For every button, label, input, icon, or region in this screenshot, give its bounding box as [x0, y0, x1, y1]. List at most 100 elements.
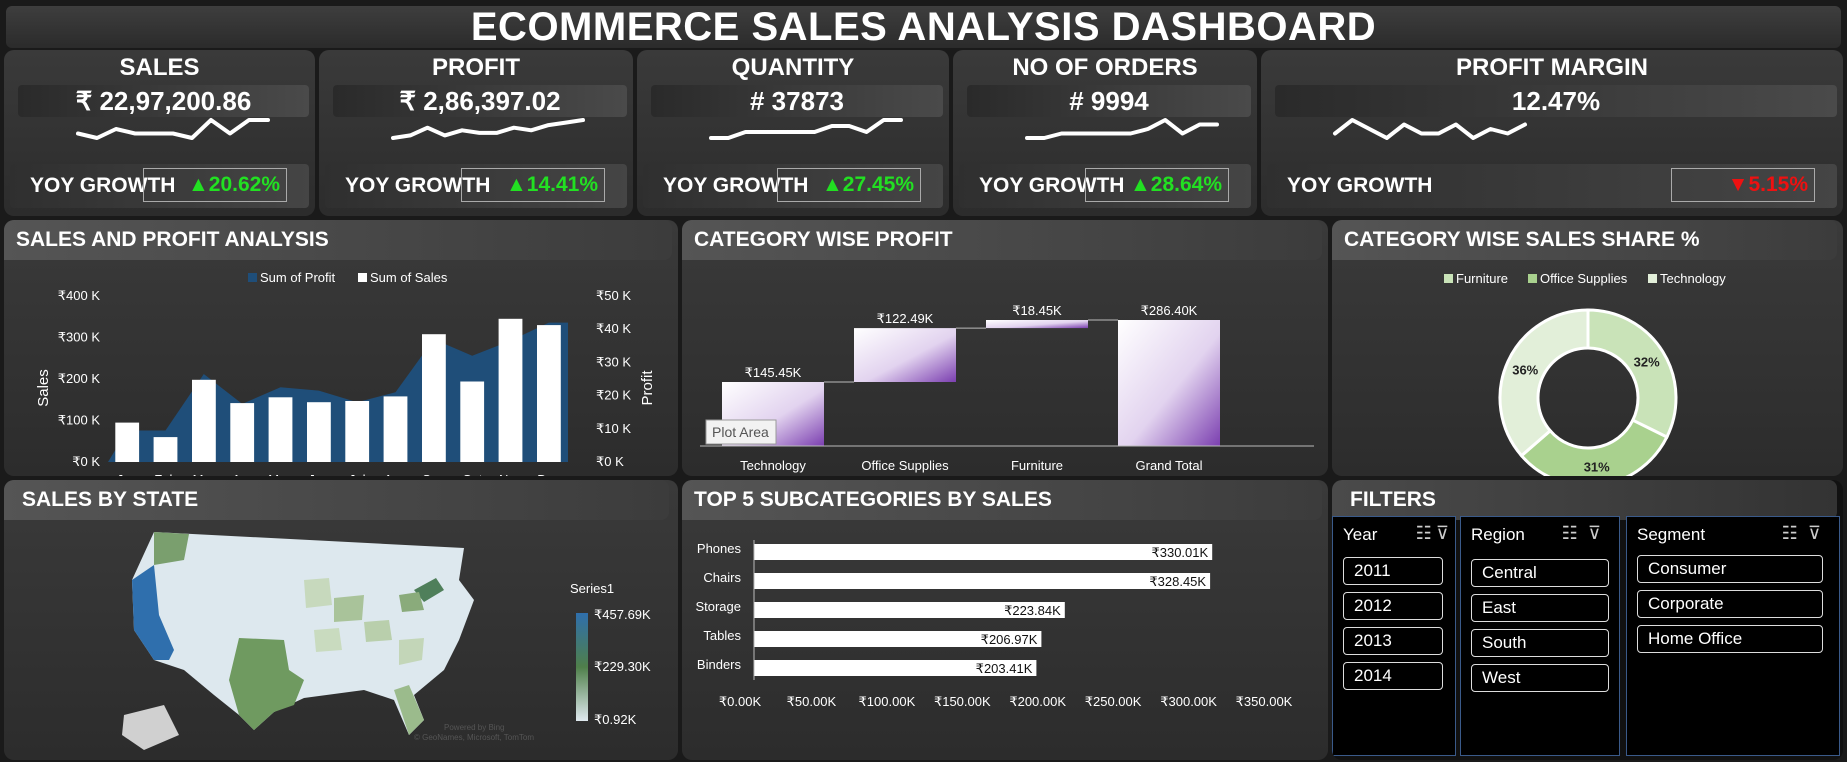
- data-label: ₹206.97K: [981, 632, 1038, 647]
- donut-slice: [1586, 308, 1678, 440]
- waterfall-bar: [854, 328, 956, 382]
- plot-area-tooltip: [705, 419, 777, 445]
- clear-filter-icon[interactable]: ⊽: [1435, 523, 1453, 543]
- x-tick-label: ₹250.00K: [1085, 694, 1142, 709]
- y-tick-label: Binders: [697, 657, 742, 672]
- legend-swatch: [1648, 274, 1657, 283]
- segment-slicer: Segment ☷⊽ Consumer Corporate Home Office: [1626, 516, 1840, 756]
- subcategories-heading: TOP 5 SUBCATEGORIES BY SALES: [682, 480, 1322, 520]
- sales-bar: [383, 396, 408, 462]
- segment-filter-item[interactable]: Corporate: [1637, 590, 1823, 618]
- subcategory-bar: [754, 573, 1211, 589]
- map-legend-title: Series1: [570, 581, 614, 596]
- category-profit-heading: CATEGORY WISE PROFIT: [682, 220, 1322, 260]
- us-map-shape: [122, 532, 474, 750]
- kpi-sparkline: [1025, 118, 1219, 140]
- sparkline-path: [1025, 118, 1219, 140]
- x-tick-label: Grand Total: [1136, 458, 1203, 473]
- y-tick-label: Phones: [697, 541, 742, 556]
- year-filter-item[interactable]: 2011: [1343, 557, 1443, 585]
- legend-label-profit: Sum of Profit: [260, 270, 336, 285]
- x-tick-label: ₹200.00K: [1009, 694, 1066, 709]
- multi-select-icon[interactable]: ☷: [1561, 523, 1588, 543]
- yoy-label: YOY GROWTH: [345, 174, 491, 197]
- x-tick-label: ₹0.00K: [719, 694, 762, 709]
- data-label: ₹330.01K: [1151, 545, 1208, 560]
- kpi-label: QUANTITY: [731, 54, 855, 81]
- data-label: ₹18.45K: [1012, 303, 1062, 318]
- sparkline-path: [709, 118, 903, 140]
- multi-select-icon[interactable]: ☷: [1781, 523, 1808, 543]
- region-filter-item[interactable]: West: [1471, 664, 1609, 692]
- sparkline-path: [1333, 118, 1527, 140]
- year-slicer: Year ☷⊽ 2011 2012 2013 2014: [1332, 516, 1456, 756]
- slice-label: 32%: [1634, 355, 1660, 370]
- sales-bar: [115, 422, 140, 462]
- segment-filter-item[interactable]: Consumer: [1637, 555, 1823, 583]
- category-profit-chart: ₹145.45K Technology ₹122.49K Office Supplie…: [700, 303, 1314, 473]
- y-tick-label: Storage: [695, 599, 741, 614]
- yoy-label: YOY GROWTH: [1287, 174, 1433, 197]
- kpi-sparkline: [709, 118, 903, 140]
- donut-slice: [1519, 418, 1669, 476]
- multi-select-icon[interactable]: ☷: [1415, 523, 1436, 543]
- sales-bar: [153, 437, 178, 462]
- y-tick-label: ₹0 K: [72, 454, 100, 469]
- kpi-value: ₹ 22,97,200.86: [18, 85, 309, 117]
- clear-filter-icon[interactable]: ⊽: [1587, 523, 1611, 543]
- region-slicer-title: Region: [1471, 525, 1525, 544]
- x-tick-label: Technology: [740, 458, 806, 473]
- dashboard-title-bar: ECOMMERCE SALES ANALYSIS DASHBOARD: [6, 6, 1841, 48]
- segment-slicer-icons: ☷⊽: [1782, 523, 1831, 544]
- kpi-value: 12.47%: [1275, 85, 1837, 117]
- plot-area-tooltip-text: Plot Area: [712, 424, 769, 440]
- yoy-row: YOY GROWTH ▲28.64%: [959, 164, 1251, 208]
- year-filter-item[interactable]: 2013: [1343, 627, 1443, 655]
- waterfall-bar: [986, 320, 1088, 329]
- subcategories-chart: Phones ₹330.01K Chairs ₹328.45K Storage ₹223.…: [695, 540, 1293, 709]
- filters-heading: FILTERS: [1332, 480, 1837, 520]
- kpi-label: PROFIT MARGIN: [1456, 54, 1648, 81]
- x-tick-label: Apr: [232, 472, 253, 476]
- sales-profit-heading: SALES AND PROFIT ANALYSIS: [4, 220, 672, 260]
- x-tick-label: ₹50.00K: [787, 694, 837, 709]
- y-tick-label: Tables: [703, 628, 741, 643]
- yoy-row: YOY GROWTH ▲20.62%: [10, 164, 309, 208]
- clear-filter-icon[interactable]: ⊽: [1807, 523, 1831, 543]
- year-filter-item[interactable]: 2012: [1343, 592, 1443, 620]
- region-filter-item[interactable]: South: [1471, 629, 1609, 657]
- x-tick-label: Furniture: [1011, 458, 1063, 473]
- y-tick-label: ₹100 K: [58, 413, 101, 428]
- region-filter-item[interactable]: Central: [1471, 559, 1609, 587]
- y-tick-label: ₹200 K: [58, 371, 101, 386]
- slice-label: 31%: [1584, 459, 1610, 474]
- map-legend-mid: ₹229.30K: [594, 659, 651, 674]
- donut-slice: [1498, 308, 1590, 458]
- yoy-value: ▲20.62%: [143, 168, 287, 202]
- legend-swatch: [1444, 274, 1453, 283]
- x-tick-label: Oct: [462, 472, 483, 476]
- sales-bar: [498, 318, 523, 462]
- waterfall-bar: [1118, 320, 1220, 446]
- region-filter-item[interactable]: East: [1471, 594, 1609, 622]
- state-map: Powered by Bing © GeoNames, Microsoft, T…: [122, 532, 651, 750]
- kpi-sparkline: [1333, 118, 1527, 140]
- yoy-value: ▼5.15%: [1671, 168, 1815, 202]
- page-title: ECOMMERCE SALES ANALYSIS DASHBOARD: [470, 5, 1377, 49]
- segment-filter-item[interactable]: Home Office: [1637, 625, 1823, 653]
- y-tick-label: Chairs: [703, 570, 741, 585]
- kpi-card: NO OF ORDERS # 9994 YOY GROWTH ▲28.64%: [953, 50, 1257, 216]
- yoy-row: YOY GROWTH ▼5.15%: [1267, 164, 1837, 208]
- data-label: ₹223.84K: [1004, 603, 1061, 618]
- year-filter-item[interactable]: 2014: [1343, 662, 1443, 690]
- legend-swatch: [1528, 274, 1537, 283]
- kpi-label: PROFIT: [432, 54, 520, 81]
- legend-label: Technology: [1660, 271, 1726, 286]
- yoy-value: ▲14.41%: [461, 168, 605, 202]
- x-tick-label: Jan: [117, 472, 138, 476]
- state-map-heading: SALES BY STATE: [4, 480, 669, 520]
- region-slicer-icons: ☷⊽: [1562, 523, 1611, 544]
- map-credit-1: Powered by Bing: [444, 723, 504, 732]
- legend-label: Office Supplies: [1540, 271, 1628, 286]
- map-legend-max: ₹457.69K: [594, 607, 651, 622]
